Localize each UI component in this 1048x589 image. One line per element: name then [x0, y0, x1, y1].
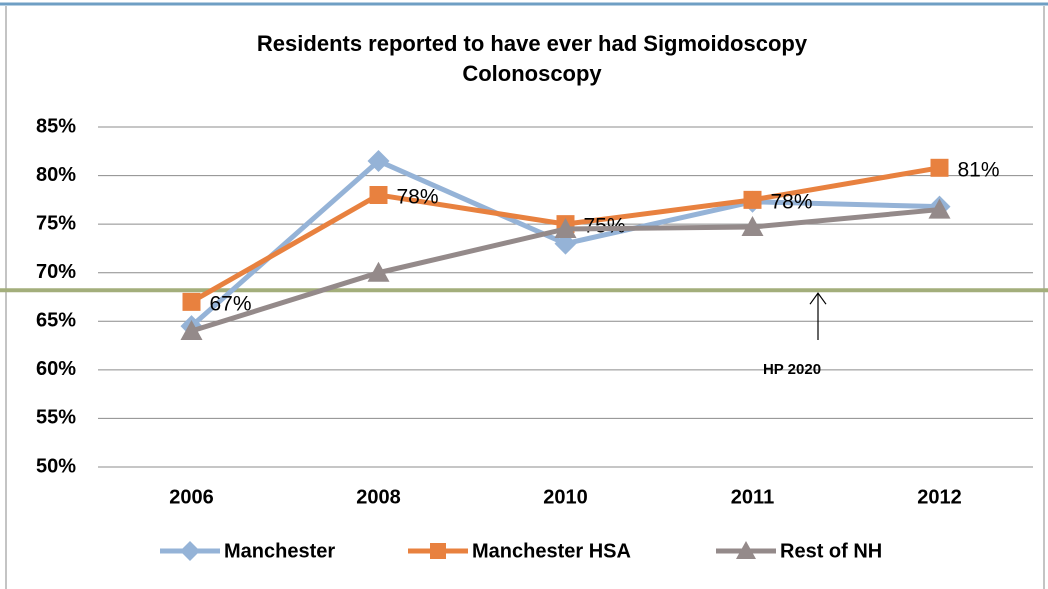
y-tick-label: 75%	[36, 212, 76, 234]
data-label: 78%	[397, 186, 439, 209]
marker	[554, 218, 577, 238]
marker	[554, 232, 577, 255]
y-tick-label: 60%	[36, 358, 76, 380]
data-label: 81%	[958, 158, 1000, 181]
legend-label: Rest of NH	[780, 540, 882, 562]
chart-title: Residents reported to have ever had Sigm…	[257, 31, 808, 56]
y-tick-label: 55%	[36, 407, 76, 429]
marker	[180, 320, 203, 340]
marker	[928, 198, 951, 219]
target-label: HP 2020	[763, 361, 821, 378]
x-tick-label: 2008	[356, 486, 401, 508]
marker	[369, 186, 388, 204]
marker	[743, 190, 762, 209]
y-tick-label: 80%	[36, 164, 76, 186]
y-tick-label: 65%	[36, 310, 76, 332]
marker	[182, 292, 201, 311]
y-tick-label: 70%	[36, 261, 76, 283]
legend-label: Manchester	[224, 540, 335, 562]
x-tick-label: 2010	[543, 486, 588, 508]
marker	[736, 541, 756, 559]
marker	[180, 541, 200, 561]
marker	[741, 216, 764, 237]
marker	[367, 150, 390, 172]
marker	[430, 543, 446, 559]
marker	[367, 261, 390, 282]
chart-title: Colonoscopy	[462, 61, 602, 86]
y-tick-label: 85%	[36, 115, 76, 137]
data-label: 67%	[210, 292, 252, 315]
data-label: 78%	[771, 190, 813, 213]
y-tick-label: 50%	[36, 455, 76, 477]
x-tick-label: 2011	[731, 486, 774, 508]
x-tick-label: 2012	[917, 486, 962, 508]
arrow-head	[809, 292, 827, 305]
x-tick-label: 2006	[169, 486, 214, 508]
legend-label: Manchester HSA	[472, 540, 631, 562]
marker	[930, 158, 949, 177]
